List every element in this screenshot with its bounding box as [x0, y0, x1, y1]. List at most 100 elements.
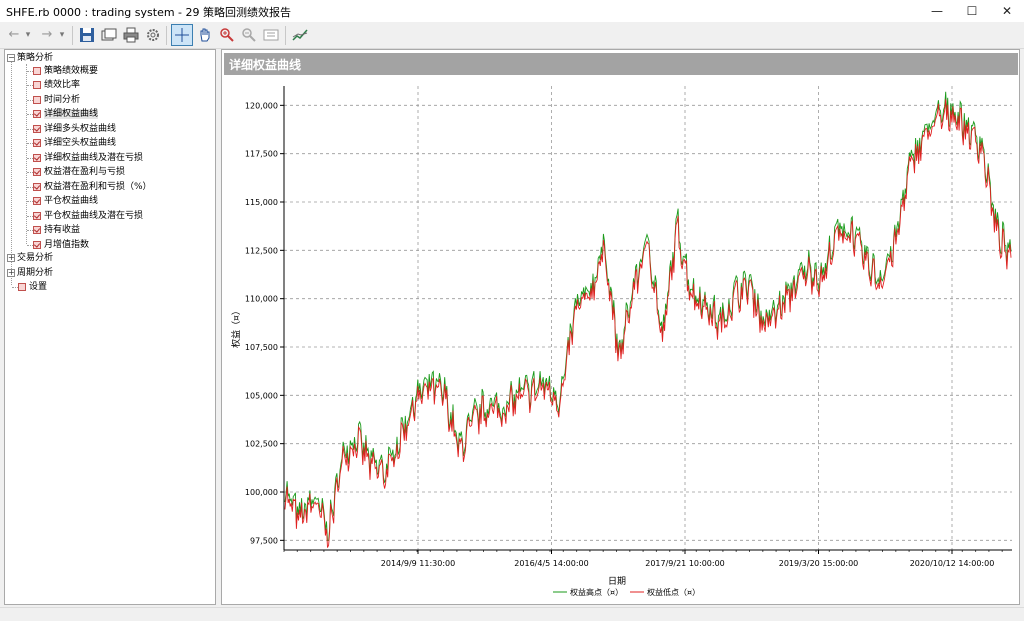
chart-icon [33, 197, 41, 205]
tree-item-label: 设置 [29, 282, 48, 292]
hand-button[interactable] [195, 25, 215, 45]
y-tick-label: 100,000 [245, 488, 278, 497]
forward-dropdown-button[interactable]: ▾ [59, 30, 65, 40]
tree-item-potential-profit-loss-pct[interactable]: 权益潜在盈利和亏损（%） [33, 180, 152, 194]
tree-group-strategy-analysis[interactable]: − 策略分析 [7, 51, 53, 65]
tree-item-summary[interactable]: 策略绩效概要 [33, 64, 98, 78]
x-tick-label: 2014/9/9 11:30:00 [381, 559, 455, 568]
tree-item-settings[interactable]: 设置 [18, 280, 47, 294]
tree-group-trade-analysis[interactable]: + 交易分析 [7, 251, 53, 265]
crosshair-button[interactable] [171, 24, 193, 46]
y-tick-label: 115,000 [245, 198, 278, 207]
tree-item-equity-curve-drawdown[interactable]: 详细权益曲线及潜在亏损 [33, 151, 143, 165]
y-tick-label: 120,000 [245, 101, 278, 110]
chart-series [284, 91, 1012, 548]
forward-button[interactable]: → [41, 27, 53, 42]
page-button[interactable] [261, 25, 281, 45]
tree-guide-line [27, 216, 33, 217]
tree-item-label: 详细权益曲线 [44, 109, 99, 119]
zoom-out-button[interactable] [239, 25, 259, 45]
tree-item-label: 绩效比率 [44, 80, 81, 90]
tree-item-potential-profit-loss[interactable]: 权益潜在盈利与亏损 [33, 165, 125, 179]
status-bar [0, 607, 1024, 621]
y-tick-label: 105,000 [245, 391, 278, 400]
tree-group-label: 策略分析 [17, 53, 54, 63]
tree-item-label: 详细多头权益曲线 [44, 124, 117, 134]
expand-icon[interactable]: + [7, 268, 15, 277]
tree-guide-line [27, 71, 33, 72]
back-dropdown-button[interactable]: ▾ [25, 30, 31, 40]
chart-icon [33, 154, 41, 162]
tree-item-label: 月增值指数 [44, 240, 90, 250]
table-icon [18, 283, 26, 291]
expand-icon[interactable]: + [7, 253, 15, 262]
chart-icon [33, 241, 41, 249]
zoom-out-icon [242, 28, 256, 42]
chart-icon [33, 226, 41, 234]
table-icon [33, 67, 41, 75]
hand-icon [200, 28, 210, 42]
toolbar-separator [285, 26, 286, 45]
equity-chart[interactable]: 97,500 100,000 102,500 105,000 107,500 110,00… [222, 74, 1018, 604]
tree-item-closed-equity-drawdown[interactable]: 平仓权益曲线及潜在亏损 [33, 209, 143, 223]
close-button[interactable]: ✕ [1001, 4, 1013, 18]
title-bar: SHFE.rb 0000 : trading system - 29 策略回测绩… [0, 0, 1024, 22]
tree-item-closed-equity-curve[interactable]: 平仓权益曲线 [33, 194, 98, 208]
tree-item-label: 策略绩效概要 [44, 66, 99, 76]
legend-label-low: 权益低点（¤） [647, 587, 700, 597]
settings-icon [147, 29, 159, 41]
tree-guide-line [27, 85, 33, 86]
tree-item-label: 平仓权益曲线 [44, 196, 99, 206]
tree-item-label: 平仓权益曲线及潜在亏损 [44, 211, 144, 221]
save-button[interactable] [77, 25, 97, 45]
toolbar-separator [72, 26, 73, 45]
page-icon [263, 29, 279, 41]
chart-panel: 详细权益曲线 [221, 49, 1020, 605]
series-low-line [284, 99, 1012, 548]
tree-item-label: 时间分析 [44, 95, 81, 105]
y-tick-label: 102,500 [245, 440, 278, 449]
tree-guide-line [27, 230, 33, 231]
tree-item-time-analysis[interactable]: 时间分析 [33, 93, 80, 107]
chart-icon [33, 110, 41, 118]
minimize-button[interactable]: — [931, 4, 943, 18]
tree-item-long-equity-curve[interactable]: 详细多头权益曲线 [33, 122, 116, 136]
window-button[interactable] [99, 25, 119, 45]
settings-button[interactable] [143, 25, 163, 45]
tree-item-label: 权益潜在盈利与亏损 [44, 167, 126, 177]
tree-item-performance-ratio[interactable]: 绩效比率 [33, 78, 80, 92]
tree-item-short-equity-curve[interactable]: 详细空头权益曲线 [33, 136, 116, 150]
tree-item-label: 详细空头权益曲线 [44, 138, 117, 148]
tree-item-holding-return[interactable]: 持有收益 [33, 223, 80, 237]
x-axis-ticks: 2014/9/9 11:30:00 2016/4/5 14:00:00 2017/9… [283, 550, 1003, 568]
zoom-in-button[interactable] [217, 25, 237, 45]
print-button[interactable] [121, 25, 141, 45]
save-icon [80, 28, 94, 42]
toolbar: ← ▾ → ▾ [0, 22, 1024, 49]
analysis-tree: − 策略分析 策略绩效概要 绩效比率 时间分析 详细权益曲线 详细多头权益曲线 详… [4, 49, 216, 605]
y-axis-label: 权益（¤） [230, 306, 242, 348]
tree-item-equity-curve[interactable]: 详细权益曲线 [33, 107, 99, 121]
series-high-line [284, 91, 1012, 542]
print-icon [123, 27, 139, 43]
chart-icon [33, 212, 41, 220]
collapse-icon[interactable]: − [7, 53, 15, 62]
chart-legend: 权益高点（¤） 权益低点（¤） [553, 587, 700, 597]
toolbar-separator [166, 26, 167, 45]
legend-label-high: 权益高点（¤） [570, 587, 623, 597]
tree-group-period-analysis[interactable]: + 周期分析 [7, 266, 53, 280]
x-tick-label: 2017/9/21 10:00:00 [645, 559, 725, 568]
tree-guide-line [27, 100, 33, 101]
maximize-button[interactable]: ☐ [966, 4, 978, 18]
tree-item-monthly-index[interactable]: 月增值指数 [33, 238, 89, 252]
table-icon [33, 96, 41, 104]
chart-icon [292, 29, 308, 41]
back-button[interactable]: ← [8, 27, 20, 42]
chart-icon [33, 168, 41, 176]
tree-guide-line [27, 201, 33, 202]
tree-item-label: 持有收益 [44, 225, 81, 235]
chart-button[interactable] [290, 25, 310, 45]
y-tick-label: 112,500 [245, 246, 278, 255]
chart-icon [33, 125, 41, 133]
